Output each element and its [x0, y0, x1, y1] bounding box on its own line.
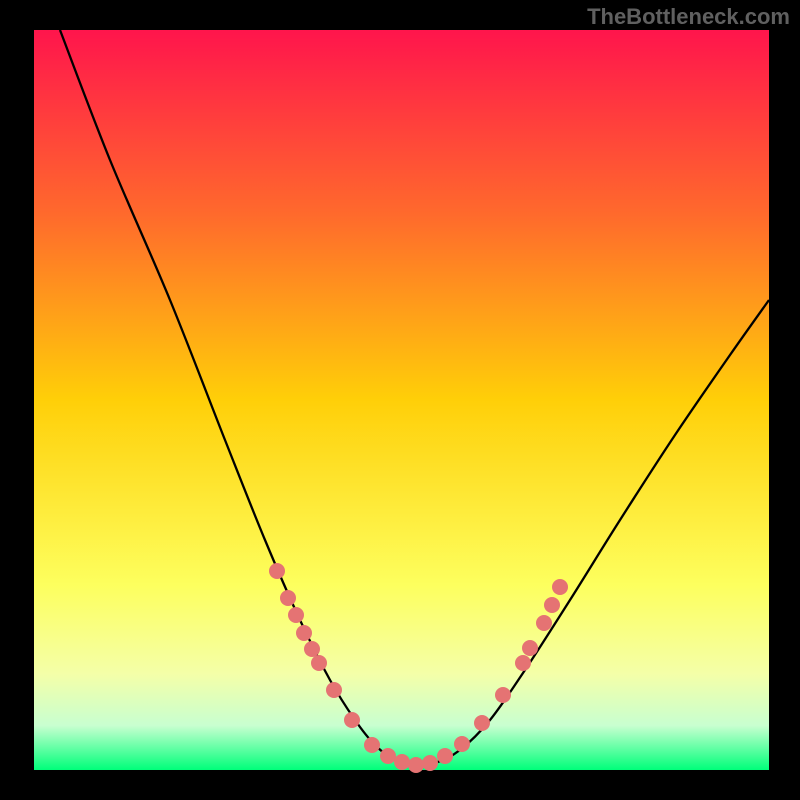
data-point-marker	[552, 579, 568, 595]
data-point-marker	[422, 755, 438, 771]
data-point-marker	[544, 597, 560, 613]
data-point-marker	[364, 737, 380, 753]
data-point-marker	[515, 655, 531, 671]
data-point-marker	[437, 748, 453, 764]
chart-plot-area	[34, 30, 769, 770]
data-point-marker	[311, 655, 327, 671]
data-point-marker	[522, 640, 538, 656]
data-point-marker	[296, 625, 312, 641]
data-point-marker	[344, 712, 360, 728]
data-point-marker	[288, 607, 304, 623]
data-point-marker	[269, 563, 285, 579]
data-point-marker	[536, 615, 552, 631]
data-point-marker	[280, 590, 296, 606]
data-point-marker	[326, 682, 342, 698]
watermark-text: TheBottleneck.com	[587, 4, 790, 30]
data-point-marker	[454, 736, 470, 752]
data-point-marker	[495, 687, 511, 703]
chart-svg-layer	[0, 0, 800, 800]
v-curve-path	[60, 30, 769, 766]
data-point-marker	[474, 715, 490, 731]
